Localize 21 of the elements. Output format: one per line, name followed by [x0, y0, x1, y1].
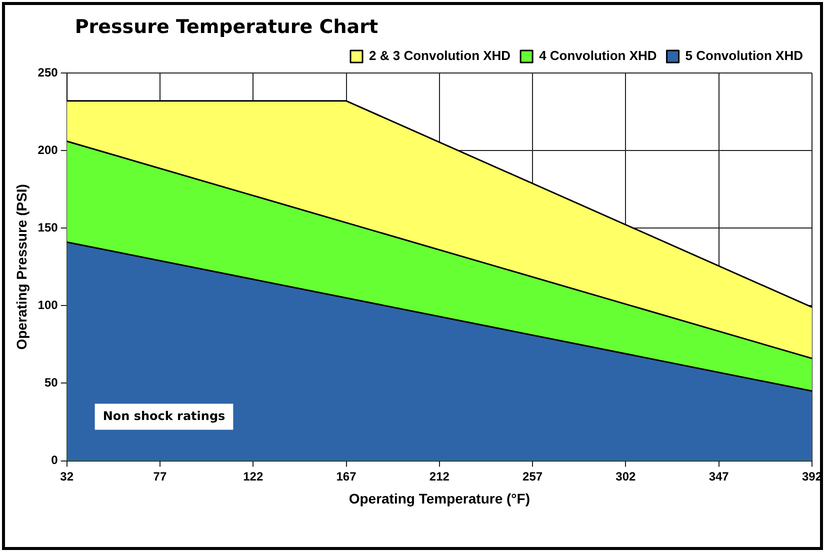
x-tick-label: 32	[60, 469, 74, 484]
y-tick-label: 150	[38, 220, 58, 234]
legend-label: 4 Convolution XHD	[539, 48, 657, 64]
y-tick-label: 250	[38, 65, 58, 80]
annotation: Non shock ratings	[102, 408, 226, 423]
y-tick-label: 200	[38, 142, 58, 157]
x-tick-label: 347	[708, 469, 730, 484]
x-tick-label: 302	[616, 469, 636, 484]
y-tick-label: 100	[38, 298, 58, 312]
x-tick-label: 167	[336, 469, 357, 484]
x-tick-label: 122	[243, 469, 264, 484]
x-tick-label: 77	[153, 469, 167, 484]
x-axis-title: Operating Temperature (°F)	[348, 490, 530, 506]
x-tick-label: 257	[522, 469, 543, 484]
legend-label: 5 Convolution XHD	[685, 48, 803, 64]
y-axis-title: Operating Pressure (PSI)	[13, 184, 30, 350]
chart-title: Pressure Temperature Chart	[74, 16, 378, 38]
legend-label: 2 & 3 Convolution XHD	[369, 48, 511, 64]
y-tick-label: 50	[44, 376, 58, 390]
x-tick-label: 212	[429, 469, 450, 484]
y-tick-label: 0	[51, 453, 58, 468]
